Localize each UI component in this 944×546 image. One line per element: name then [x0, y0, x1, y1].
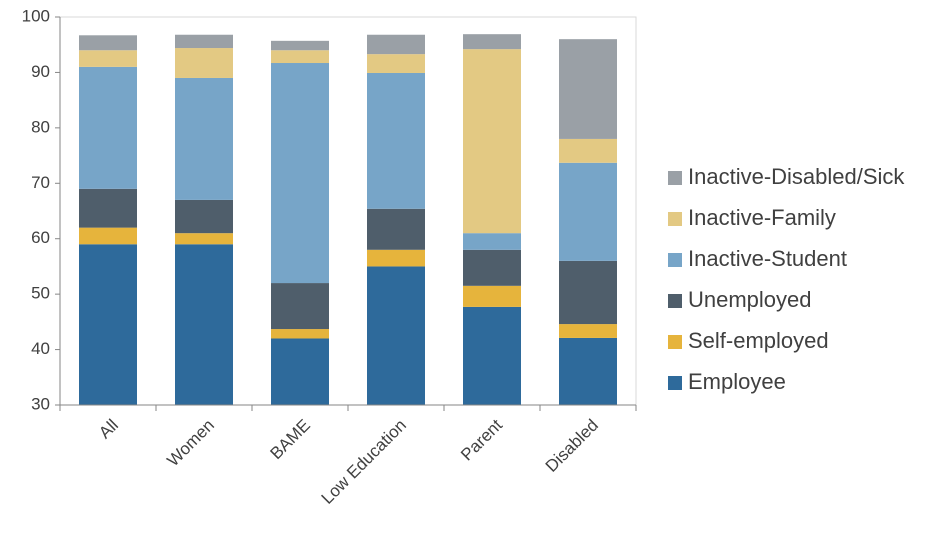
legend-label: Employee [688, 369, 786, 394]
bar-segment [79, 50, 137, 67]
y-tick-label: 80 [31, 117, 50, 136]
bar-segment [79, 35, 137, 51]
legend-swatch [668, 294, 682, 308]
bar-segment [175, 34, 233, 49]
bar-segment [175, 77, 233, 200]
bar-segment [175, 233, 233, 245]
x-tick-label: Women [163, 416, 218, 471]
bar-segment [271, 40, 329, 51]
y-tick-label: 40 [31, 339, 50, 358]
x-tick-label: BAME [266, 416, 314, 464]
bar-segment [271, 50, 329, 64]
legend-label: Unemployed [688, 287, 812, 312]
bar-segment [559, 138, 617, 163]
bar-segment [367, 34, 425, 55]
bar-segment [463, 306, 521, 405]
x-tick-label: Disabled [542, 416, 602, 476]
bar-segment [559, 324, 617, 338]
plot-frame [59, 16, 637, 406]
y-tick-label: 90 [31, 62, 50, 81]
bar-segment [463, 233, 521, 250]
legend-swatch [668, 171, 682, 185]
bar-segment [271, 283, 329, 330]
bar-segment [79, 188, 137, 228]
bar-segment [367, 208, 425, 250]
bar-segment [175, 244, 233, 405]
bar-segment [175, 199, 233, 234]
bar-segment [559, 39, 617, 139]
y-tick-label: 50 [31, 284, 50, 303]
bar-segment [79, 244, 137, 405]
legend-swatch [668, 335, 682, 349]
bar-segment [463, 49, 521, 234]
y-tick-label: 30 [31, 394, 50, 413]
legend-swatch [668, 253, 682, 267]
bar-segment [271, 63, 329, 284]
y-tick-label: 60 [31, 228, 50, 247]
x-tick-label: Low Education [318, 416, 410, 508]
legend-label: Inactive-Disabled/Sick [688, 164, 905, 189]
bar-segment [367, 72, 425, 209]
legend-label: Inactive-Family [688, 205, 836, 230]
bar-segment [367, 249, 425, 267]
bar-segment [79, 66, 137, 189]
y-tick-label: 100 [22, 6, 50, 25]
bar-segment [559, 162, 617, 261]
x-tick-label: Parent [457, 415, 506, 464]
bar-segment [463, 285, 521, 307]
bar-segment [271, 338, 329, 405]
bar-segment [463, 34, 521, 50]
bar-segment [463, 249, 521, 286]
bar-segment [79, 227, 137, 245]
legend-swatch [668, 376, 682, 390]
bars [79, 34, 617, 405]
bar-segment [175, 48, 233, 78]
bar-segment [367, 54, 425, 73]
legend-label: Self-employed [688, 328, 829, 353]
bar-segment [271, 329, 329, 339]
x-tick-label: All [95, 416, 122, 443]
bar-segment [367, 266, 425, 405]
bar-segment [559, 337, 617, 405]
y-tick-label: 70 [31, 173, 50, 192]
legend-label: Inactive-Student [688, 246, 847, 271]
legend-swatch [668, 212, 682, 226]
bar-segment [559, 260, 617, 325]
